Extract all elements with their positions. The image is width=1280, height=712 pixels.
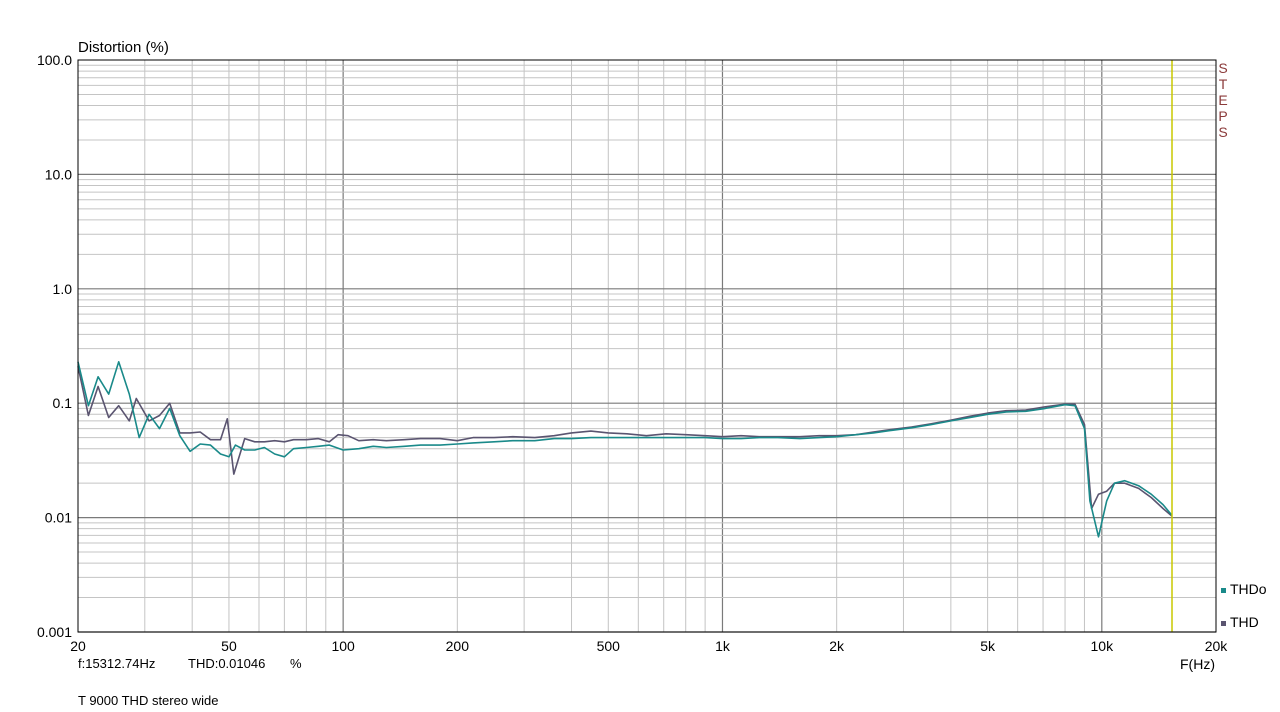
series-line-thdo <box>77 360 1173 538</box>
y-tick-label: 10.0 <box>45 166 72 182</box>
chart-series <box>77 360 1173 538</box>
readout-unit: % <box>290 656 302 671</box>
steps-letter: S <box>1218 124 1227 140</box>
legend-swatch-thd <box>1221 621 1226 626</box>
x-tick-label: 200 <box>446 638 470 654</box>
steps-letter: P <box>1218 108 1227 124</box>
x-axis-tick-labels: 20 50 100 200 500 1k 2k 5k 10k 20k <box>70 638 1228 654</box>
y-axis-label: Distortion (%) <box>78 39 169 56</box>
x-tick-label: 20k <box>1205 638 1229 654</box>
legend-swatch-thdo <box>1221 588 1226 593</box>
y-tick-label: 100.0 <box>37 52 72 68</box>
x-axis-label: F(Hz) <box>1180 656 1215 672</box>
x-tick-label: 5k <box>980 638 996 654</box>
x-tick-label: 500 <box>597 638 621 654</box>
x-tick-label: 20 <box>70 638 86 654</box>
x-tick-label: 10k <box>1091 638 1115 654</box>
x-tick-label: 50 <box>221 638 237 654</box>
x-tick-label: 1k <box>715 638 731 654</box>
plot-frame <box>77 59 1217 633</box>
steps-letter: T <box>1219 76 1228 92</box>
chart-legend: THDo THD <box>1221 581 1267 630</box>
chart-grid <box>77 60 1217 633</box>
readout-thd: THD:0.01046 <box>188 656 266 671</box>
legend-label-thdo: THDo <box>1230 581 1267 597</box>
x-tick-label: 2k <box>829 638 845 654</box>
steps-letter: E <box>1218 92 1227 108</box>
y-axis-tick-labels: 0.001 0.01 0.1 1.0 10.0 100.0 <box>37 52 72 640</box>
x-tick-label: 100 <box>331 638 355 654</box>
y-tick-label: 0.001 <box>37 624 72 640</box>
y-tick-label: 0.1 <box>53 395 73 411</box>
readout-frequency: f:15312.74Hz <box>78 656 156 671</box>
legend-label-thd: THD <box>1230 614 1259 630</box>
y-tick-label: 0.01 <box>45 510 72 526</box>
chart-caption: T 9000 THD stereo wide <box>78 693 219 708</box>
steps-letter: S <box>1218 60 1227 76</box>
y-tick-label: 1.0 <box>53 281 73 297</box>
series-line-thd <box>77 366 1173 517</box>
